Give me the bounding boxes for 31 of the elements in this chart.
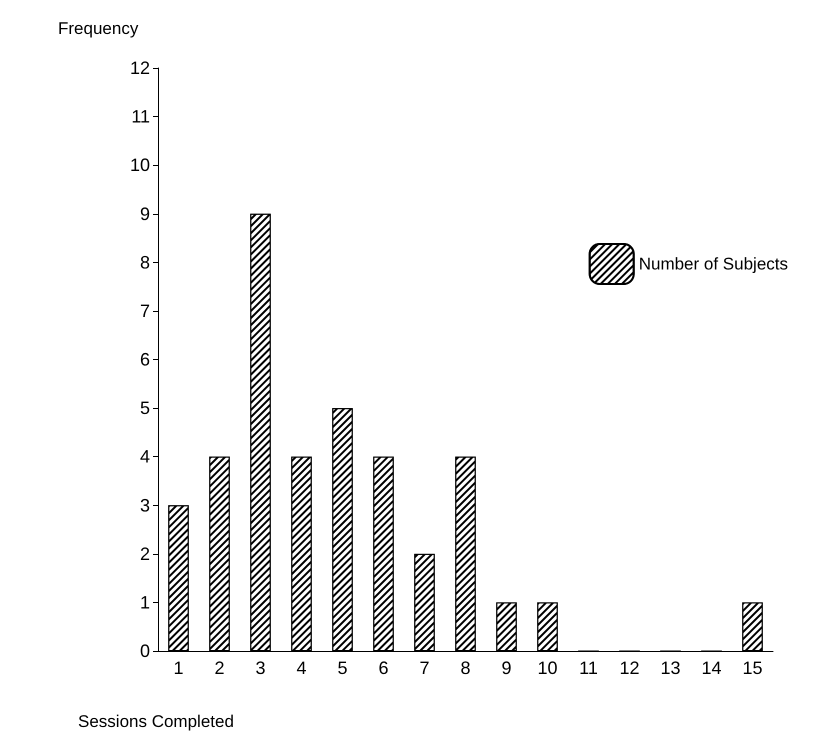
x-tick-label: 12 [619,658,640,678]
x-tick-label: 13 [660,658,681,678]
x-tick-label: 3 [255,658,266,678]
y-tick-label: 8 [140,252,150,272]
x-tick-label: 8 [460,658,471,678]
y-tick-label: 1 [140,592,150,612]
x-tick-label: 2 [214,658,225,678]
x-tick-label: 6 [378,658,389,678]
y-tick-label: 10 [130,155,150,176]
y-tick-label: 7 [140,300,150,321]
y-tick-label: 3 [140,495,150,516]
y-tick-label: 4 [140,446,150,467]
x-axis-title: Sessions Completed [78,712,234,731]
x-tick-label: 9 [501,658,512,678]
y-tick-label: 11 [131,106,150,127]
x-tick-label: 10 [537,658,558,678]
x-tick-label: 1 [173,658,184,678]
x-tick-label: 14 [701,658,722,678]
x-tick-label: 11 [579,658,598,678]
y-tick-label: 0 [140,641,150,661]
legend-label: Number of Subjects [638,254,788,274]
y-tick-label: 12 [130,58,150,78]
y-tick-label: 5 [140,398,150,418]
y-tick-label: 9 [140,204,150,224]
y-tick-label: 6 [140,350,150,370]
x-tick-label: 15 [742,658,763,678]
x-tick-label: 5 [337,658,348,678]
x-tick-label: 7 [419,658,430,678]
x-tick-label: 4 [296,658,307,678]
y-axis-title: Frequency [58,19,139,38]
y-tick-label: 2 [140,544,150,564]
